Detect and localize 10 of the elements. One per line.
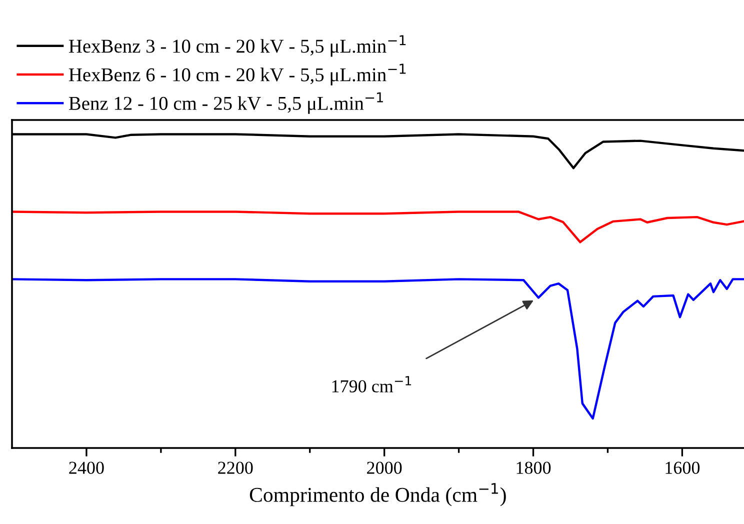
x-tick-label: 2400 bbox=[69, 462, 104, 474]
x-tick-label: 2000 bbox=[367, 462, 402, 474]
legend-label: HexBenz 6 - 10 cm - 20 kV - 5,5 μL.min$^{−1}$ bbox=[68, 64, 406, 86]
x-axis-title: Comprimento de Onda (cm$^{−1}$) bbox=[250, 483, 506, 506]
x-tick-label: 1800 bbox=[516, 462, 551, 474]
x-tick-label: 2200 bbox=[218, 462, 253, 474]
x-tick-label: 1600 bbox=[666, 462, 700, 474]
legend-label: Benz 12 - 10 cm - 25 kV - 5,5 μL.min$^{−1}$ bbox=[68, 92, 383, 114]
annotation: 1790 cm$^{−1}$ bbox=[332, 376, 412, 392]
legend-label: HexBenz 3 - 10 cm - 20 kV - 5,5 μL.min$^{−1}$ bbox=[68, 35, 406, 57]
